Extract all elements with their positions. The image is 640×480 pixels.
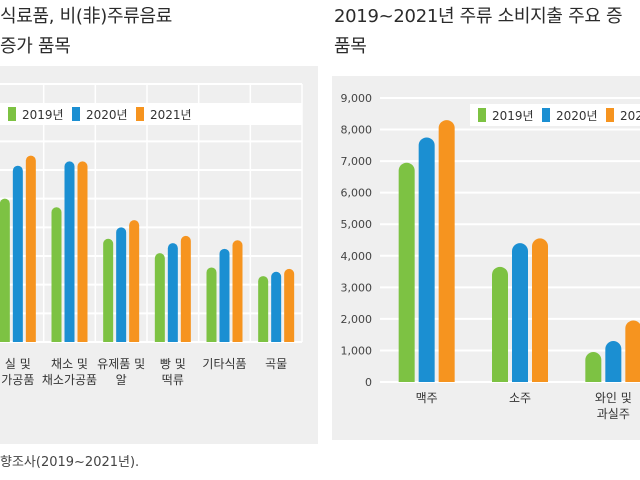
bar-2021년-1 xyxy=(532,238,548,382)
legend-label: 2021년 xyxy=(620,109,640,123)
bar-2021년-2 xyxy=(129,220,140,342)
legend-swatch xyxy=(478,108,486,122)
category-label: 와인 및 xyxy=(595,391,632,405)
right-chart-panel: 0 1,000 2,000 3,000 4,000 5,000 6,000 7,000 8,00… xyxy=(332,76,640,440)
bar-2021년-0 xyxy=(438,120,455,382)
bar-2020년-1 xyxy=(64,161,75,342)
y-tick-label: 2,000 xyxy=(341,313,373,326)
legend-swatch xyxy=(8,107,16,121)
legend-label: 2020년 xyxy=(556,109,598,123)
bar-2021년-2 xyxy=(625,320,640,382)
right-bar-chart: 0 1,000 2,000 3,000 4,000 5,000 6,000 7,000 8,00… xyxy=(341,92,640,421)
y-tick-label: 3,000 xyxy=(341,281,373,294)
legend-label: 2019년 xyxy=(22,108,64,122)
category-label: 소주 xyxy=(509,391,531,405)
bar-2019년-1 xyxy=(51,207,62,342)
category-label: 곡물 xyxy=(265,357,287,371)
right-chart-title-line2: 품목 xyxy=(334,36,367,57)
category-label: 유제품 및 xyxy=(97,357,145,371)
bar-2019년-4 xyxy=(206,267,217,342)
bar-2020년-0 xyxy=(418,137,435,382)
category-label: 채소 및 xyxy=(51,357,88,371)
bar-2019년-2 xyxy=(103,238,114,342)
legend-swatch xyxy=(136,107,144,121)
category-label: 빵 및 xyxy=(160,357,186,371)
bar-2020년-0 xyxy=(12,165,23,342)
bar-2021년-3 xyxy=(180,235,191,342)
y-tick-label: 6,000 xyxy=(341,187,373,200)
bar-2020년-4 xyxy=(219,248,230,342)
bar-2021년-0 xyxy=(25,155,36,342)
legend-swatch xyxy=(606,108,614,122)
category-label: 과실주 xyxy=(597,407,630,421)
category-label: 떡류 xyxy=(162,373,184,387)
y-tick-label: 1,000 xyxy=(341,344,373,357)
y-tick-label: 8,000 xyxy=(341,124,373,137)
left-chart-title-line1: 식료품, 비(非)주류음료 xyxy=(0,6,173,27)
legend-swatch xyxy=(72,107,80,121)
left-chart-title-line2: 증가 품목 xyxy=(0,36,71,57)
bar-2020년-2 xyxy=(116,227,127,342)
bar-2020년-3 xyxy=(167,243,178,342)
category-label: 맥주 xyxy=(416,391,438,405)
category-label: 가공품 xyxy=(1,373,34,387)
bar-2021년-1 xyxy=(77,161,88,342)
bar-2020년-2 xyxy=(605,340,622,382)
right-chart-title-line1: 2019~2021년 주류 소비지출 주요 증 xyxy=(334,6,623,27)
category-label: 채소가공품 xyxy=(42,373,97,387)
legend-label: 2021년 xyxy=(150,108,192,122)
legend-swatch xyxy=(542,108,550,122)
y-tick-label: 7,000 xyxy=(341,155,373,168)
category-label: 기타식품 xyxy=(202,357,246,371)
bar-2019년-2 xyxy=(585,352,602,382)
bar-2020년-5 xyxy=(271,271,282,342)
bar-2021년-4 xyxy=(232,240,243,342)
y-tick-label: 0 xyxy=(365,376,372,389)
y-tick-label: 9,000 xyxy=(341,92,373,105)
category-label: 알 xyxy=(116,373,127,387)
legend-label: 2020년 xyxy=(86,108,128,122)
bar-2019년-0 xyxy=(398,162,415,382)
bar-2019년-1 xyxy=(492,266,508,382)
bar-2019년-5 xyxy=(258,276,269,342)
bar-2019년-0 xyxy=(0,198,10,342)
source-note: 향조사(2019~2021년). xyxy=(0,455,140,470)
legend-label: 2019년 xyxy=(492,109,534,123)
y-tick-label: 4,000 xyxy=(341,250,373,263)
category-label: 실 및 xyxy=(5,357,31,371)
bar-2020년-1 xyxy=(512,243,528,382)
legend-box xyxy=(470,104,640,126)
bar-2019년-3 xyxy=(154,253,165,342)
y-tick-label: 5,000 xyxy=(341,218,373,231)
bar-2021년-5 xyxy=(284,268,295,342)
